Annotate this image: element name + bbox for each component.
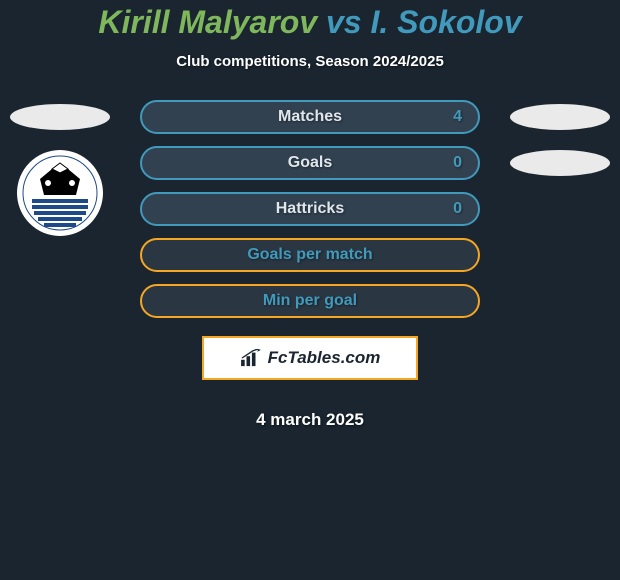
vs-separator: vs <box>326 4 362 40</box>
stat-label: Matches <box>142 108 478 126</box>
branding-box[interactable]: FcTables.com <box>202 336 418 380</box>
player2-avatar-placeholder <box>510 104 610 130</box>
comparison-widget: Kirill Malyarov vs I. Sokolov Club compe… <box>0 0 620 580</box>
comparison-date: 4 march 2025 <box>256 410 364 430</box>
stat-label: Hattricks <box>142 200 478 218</box>
player2-club-placeholder <box>510 150 610 176</box>
stat-value: 0 <box>453 200 462 218</box>
stat-label: Goals <box>142 154 478 172</box>
stat-row-hattricks: Hattricks 0 <box>140 192 480 226</box>
baltika-logo-icon <box>22 155 98 231</box>
subtitle: Club competitions, Season 2024/2025 <box>176 53 444 70</box>
page-title: Kirill Malyarov vs I. Sokolov <box>98 4 521 41</box>
right-column <box>500 100 620 176</box>
stats-column: Matches 4 Goals 0 Hattricks 0 Goals per … <box>140 100 480 430</box>
stat-value: 0 <box>453 154 462 172</box>
stat-label: Min per goal <box>142 292 478 310</box>
stat-row-matches: Matches 4 <box>140 100 480 134</box>
player2-name: I. Sokolov <box>370 4 521 40</box>
player1-club-logo <box>17 150 103 236</box>
stat-label: Goals per match <box>142 246 478 264</box>
stat-row-min-per-goal: Min per goal <box>140 284 480 318</box>
left-column <box>0 100 120 236</box>
stat-row-goals-per-match: Goals per match <box>140 238 480 272</box>
stat-value: 4 <box>453 108 462 126</box>
main-row: Matches 4 Goals 0 Hattricks 0 Goals per … <box>0 100 620 430</box>
player1-avatar-placeholder <box>10 104 110 130</box>
stat-row-goals: Goals 0 <box>140 146 480 180</box>
chart-icon <box>240 349 262 367</box>
player1-name: Kirill Malyarov <box>98 4 317 40</box>
branding-text: FcTables.com <box>268 348 381 368</box>
